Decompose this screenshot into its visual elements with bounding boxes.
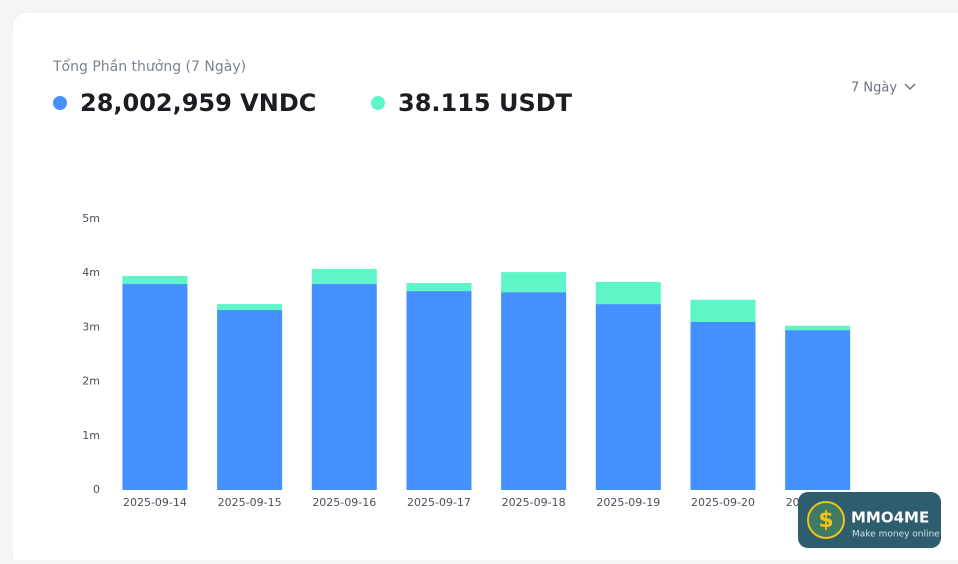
bar-segment	[311, 284, 377, 490]
x-tick-label: 2025-09-17	[407, 496, 471, 509]
watermark: $ MMO4ME Make money online	[798, 492, 941, 548]
legend-dot	[53, 96, 67, 110]
bar-segment	[122, 284, 188, 490]
card-title: Tổng Phần thưởng (7 Ngày)	[52, 58, 246, 75]
x-tick-label: 2025-09-18	[502, 496, 566, 509]
legend-label: 28,002,959 VNDC	[80, 89, 316, 117]
x-tick-label: 2025-09-16	[312, 496, 376, 509]
legend-label: 38.115 USDT	[398, 89, 573, 117]
bar-segment	[501, 292, 567, 490]
watermark-icon	[807, 501, 845, 539]
chevron	[904, 83, 916, 91]
bar-segment	[217, 304, 283, 311]
period-label[interactable]: 7 Ngày	[851, 81, 897, 96]
y-tick-label: 3m	[82, 320, 100, 333]
y-tick-label: 5m	[82, 212, 100, 225]
bar-segment	[406, 291, 472, 490]
bar-segment	[311, 268, 377, 285]
x-tick-label: 2025-09-14	[123, 496, 187, 509]
legend-dot	[371, 96, 385, 110]
y-tick-label: 2m	[82, 375, 100, 388]
y-tick-label: 4m	[82, 266, 100, 279]
y-tick-label: 0	[93, 483, 100, 496]
bar-segment	[785, 325, 851, 331]
watermark-subtitle: Make money online	[852, 530, 940, 540]
bar-segment	[122, 275, 188, 285]
period-dropdown[interactable]: 7 Ngày	[851, 81, 916, 96]
bar-segment	[690, 299, 756, 322]
bar-segment	[501, 272, 567, 293]
bar-segment	[690, 321, 756, 490]
bar-segment	[595, 304, 661, 490]
bar-segment	[595, 281, 661, 305]
bar-segment	[785, 330, 851, 490]
watermark-title: MMO4ME	[851, 509, 929, 527]
x-tick-label: 2025-09-15	[218, 496, 282, 509]
watermark-icon-sign: $	[818, 508, 833, 533]
y-tick-label: 1m	[82, 429, 100, 442]
x-tick-label: 2025-09-19	[596, 496, 660, 509]
x-tick-label: 2025-09-20	[691, 496, 755, 509]
bar-segment	[406, 282, 472, 292]
bar-segment	[217, 310, 283, 490]
